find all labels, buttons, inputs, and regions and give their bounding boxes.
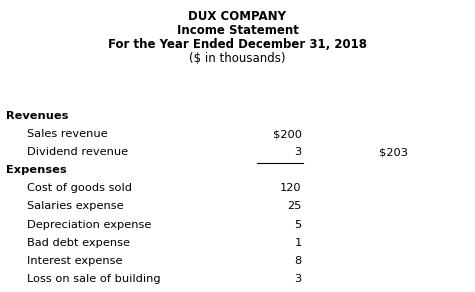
Text: Depreciation expense: Depreciation expense bbox=[27, 220, 152, 230]
Text: Cost of goods sold: Cost of goods sold bbox=[27, 183, 132, 193]
Text: 120: 120 bbox=[280, 183, 302, 193]
Text: 3: 3 bbox=[294, 147, 302, 157]
Text: Dividend revenue: Dividend revenue bbox=[27, 147, 128, 157]
Text: ($ in thousands): ($ in thousands) bbox=[189, 52, 286, 65]
Text: 25: 25 bbox=[287, 201, 302, 211]
Text: Interest expense: Interest expense bbox=[27, 256, 123, 266]
Text: Salaries expense: Salaries expense bbox=[27, 201, 124, 211]
Text: Revenues: Revenues bbox=[6, 111, 68, 121]
Text: 1: 1 bbox=[294, 238, 302, 248]
Text: $200: $200 bbox=[273, 129, 302, 139]
Text: Loss on sale of building: Loss on sale of building bbox=[27, 274, 161, 284]
Text: 5: 5 bbox=[294, 220, 302, 230]
Text: 3: 3 bbox=[294, 274, 302, 284]
Text: Bad debt expense: Bad debt expense bbox=[27, 238, 130, 248]
Text: For the Year Ended December 31, 2018: For the Year Ended December 31, 2018 bbox=[108, 38, 367, 51]
Text: 8: 8 bbox=[294, 256, 302, 266]
Text: $203: $203 bbox=[380, 147, 408, 157]
Text: Sales revenue: Sales revenue bbox=[27, 129, 108, 139]
Text: Expenses: Expenses bbox=[6, 165, 66, 175]
Text: DUX COMPANY: DUX COMPANY bbox=[189, 10, 286, 23]
Text: Income Statement: Income Statement bbox=[177, 24, 298, 37]
